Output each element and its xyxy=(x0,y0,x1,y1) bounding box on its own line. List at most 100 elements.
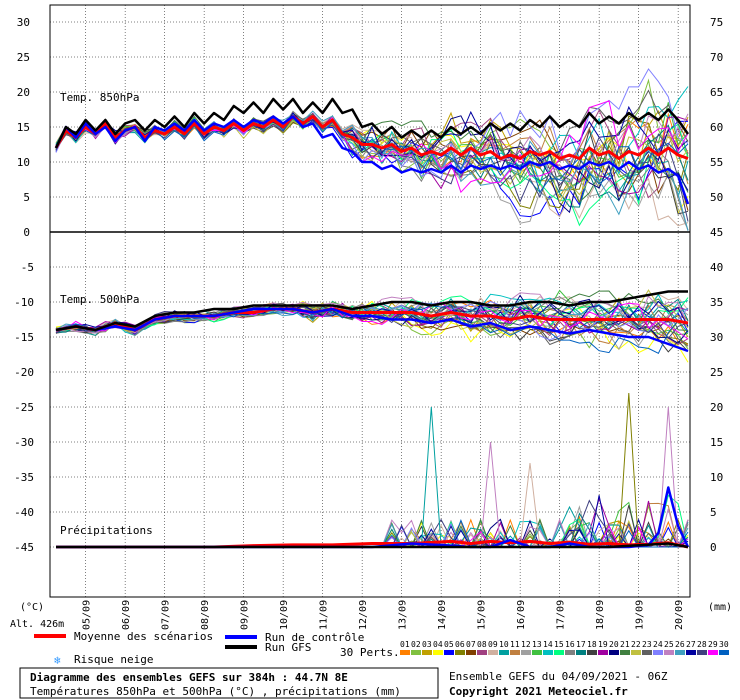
y-tick-label-right: 20 xyxy=(710,401,723,414)
y-tick-label-right: 25 xyxy=(710,366,723,379)
member-line-t850 xyxy=(55,116,689,194)
panel-label-t500: Temp. 500hPa xyxy=(60,293,139,306)
main-series xyxy=(54,97,690,549)
y-tick-label-right: 50 xyxy=(710,191,723,204)
panel-label-precip: Précipitations xyxy=(60,524,153,537)
x-tick-label: 20/09 xyxy=(674,600,685,630)
pert-swatch xyxy=(411,650,421,655)
x-tick-label: 18/09 xyxy=(595,600,606,630)
pert-swatch xyxy=(598,650,608,655)
y-tick-label-left: 25 xyxy=(17,51,30,64)
y-tick-label-right: 5 xyxy=(710,506,717,519)
x-tick-label: 19/09 xyxy=(635,600,646,630)
pert-label: 02 xyxy=(411,640,421,649)
pert-swatch xyxy=(455,650,465,655)
member-precip-spike xyxy=(618,392,640,548)
y-tick-label-left: -5 xyxy=(21,261,34,274)
pert-swatch xyxy=(587,650,597,655)
pert-swatch xyxy=(664,650,674,655)
y-tick-label-right: 75 xyxy=(710,16,723,29)
y-tick-label-left: -35 xyxy=(14,471,34,484)
right-unit-label: (mm) xyxy=(708,602,732,613)
pert-swatch xyxy=(532,650,542,655)
chart-subtitle: Températures 850hPa et 500hPa (°C) , pré… xyxy=(30,685,401,698)
pert-label: 24 xyxy=(653,640,663,649)
altitude-label: Alt. 426m xyxy=(10,619,64,630)
pert-swatch xyxy=(466,650,476,655)
y-tick-label-left: 15 xyxy=(17,121,30,134)
x-tick-label: 11/09 xyxy=(319,600,330,630)
y-tick-label-left: -40 xyxy=(14,506,34,519)
run-info: Ensemble GEFS du 04/09/2021 - 06Z xyxy=(449,670,668,683)
y-tick-label-left: -15 xyxy=(14,331,34,344)
series-line-t500-gfs xyxy=(55,290,688,332)
pert-swatch xyxy=(642,650,652,655)
x-tick-label: 15/09 xyxy=(477,600,488,630)
series-line-t850-gfs xyxy=(54,97,690,149)
x-tick-label: 06/09 xyxy=(121,600,132,630)
pert-label: 18 xyxy=(587,640,597,649)
y-tick-label-left: -30 xyxy=(14,436,34,449)
x-tick-label: 12/09 xyxy=(358,600,369,630)
y-tick-label-right: 35 xyxy=(710,296,723,309)
pert-swatch xyxy=(499,650,509,655)
legend-gfs-label: Run GFS xyxy=(265,641,311,654)
pert-label: 13 xyxy=(532,640,542,649)
legend-snow-label: Risque neige xyxy=(74,653,153,666)
y-tick-label-right: 30 xyxy=(710,331,723,344)
member-precip-spike xyxy=(420,406,442,548)
pert-swatch xyxy=(477,650,487,655)
pert-label: 15 xyxy=(554,640,564,649)
pert-swatch xyxy=(719,650,729,655)
pert-swatch xyxy=(708,650,718,655)
pert-label: 30 xyxy=(719,640,729,649)
y-tick-label-right: 10 xyxy=(710,471,723,484)
pert-label: 03 xyxy=(422,640,432,649)
pert-swatch xyxy=(521,650,531,655)
pert-label: 21 xyxy=(620,640,630,649)
pert-swatch xyxy=(400,650,410,655)
series-line-precip-gfs xyxy=(56,542,689,549)
series-line-t850-control xyxy=(54,115,690,205)
pert-label: 12 xyxy=(521,640,531,649)
y-tick-label-left: 5 xyxy=(23,191,30,204)
pert-label: 06 xyxy=(455,640,465,649)
x-tick-label: 05/09 xyxy=(82,600,93,630)
pert-swatch xyxy=(422,650,432,655)
y-tick-label-left: -25 xyxy=(14,401,34,414)
pert-label: 23 xyxy=(642,640,652,649)
pert-label: 14 xyxy=(543,640,553,649)
pert-swatch xyxy=(686,650,696,655)
pert-swatch xyxy=(631,650,641,655)
pert-label: 01 xyxy=(400,640,410,649)
x-tick-label: 08/09 xyxy=(200,600,211,630)
y-tick-label-right: 60 xyxy=(710,121,723,134)
pert-label: 17 xyxy=(576,640,586,649)
y-tick-label-right: 45 xyxy=(710,226,723,239)
y-tick-label-left: 0 xyxy=(23,226,30,239)
member-precip-spike xyxy=(657,406,679,548)
y-tick-label-left: -45 xyxy=(14,541,34,554)
pert-label: 11 xyxy=(510,640,520,649)
panel-label-t850: Temp. 850hPa xyxy=(60,91,139,104)
x-tick-label: 07/09 xyxy=(161,600,172,630)
pert-label: 04 xyxy=(433,640,443,649)
pert-swatch xyxy=(433,650,443,655)
x-tick-label: 09/09 xyxy=(240,600,251,630)
pert-label: 16 xyxy=(565,640,575,649)
pert-label: 09 xyxy=(488,640,498,649)
x-tick-label: 16/09 xyxy=(516,600,527,630)
pert-label: 26 xyxy=(675,640,685,649)
pert-label: 22 xyxy=(631,640,641,649)
y-tick-label-right: 40 xyxy=(710,261,723,274)
left-unit-label: (°C) xyxy=(20,602,44,613)
pert-swatch xyxy=(620,650,630,655)
pert-swatch xyxy=(510,650,520,655)
series-line-t850-mean xyxy=(54,115,689,160)
x-tick-label: 17/09 xyxy=(556,600,567,630)
pert-swatch xyxy=(554,650,564,655)
pert-swatch xyxy=(444,650,454,655)
y-tick-label-left: 10 xyxy=(17,156,30,169)
pert-label: 27 xyxy=(686,640,696,649)
pert-label: 25 xyxy=(664,640,674,649)
